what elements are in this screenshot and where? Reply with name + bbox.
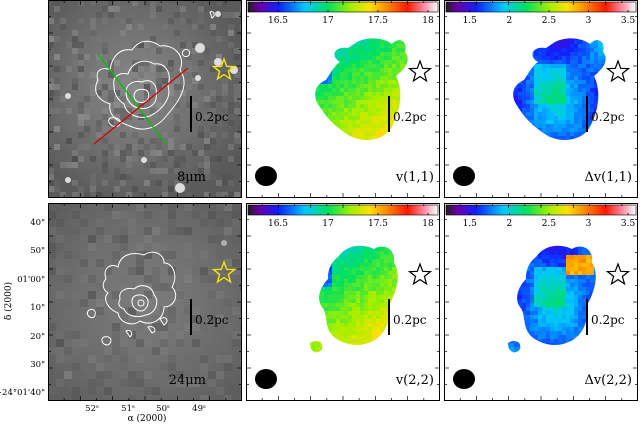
beam-ellipse [255, 369, 277, 389]
colorbar-tick-label: 2.5 [542, 16, 557, 26]
colorbar-tick-label: 2 [506, 219, 512, 229]
colorbar-tick-label: 3.5 [621, 219, 636, 229]
star-marker [407, 59, 433, 83]
y-tick-label: 50" [30, 246, 45, 256]
colorbar-tick-label: 17.5 [368, 16, 388, 26]
colorbar-tick-label: 17.5 [368, 219, 388, 229]
x-axis-label: α (2000) [128, 413, 167, 424]
panel-label: v(2,2) [395, 373, 434, 388]
colorbar-tick-label: 1.5 [463, 219, 478, 229]
colorbar-tick-label: 16.5 [268, 16, 288, 26]
colorbar-tick-label: 18 [422, 16, 434, 26]
scale-bar-label: 0.2pc [393, 313, 427, 327]
intensity-contours [87, 251, 177, 346]
panel-label: Δv(1,1) [584, 170, 632, 185]
panel-label: v(1,1) [395, 170, 434, 185]
x-tick-label: 51ˢ [121, 404, 135, 414]
colorbar-tick-label: 17 [322, 219, 334, 229]
panel-label: 8μm [177, 170, 206, 185]
star-marker [211, 56, 237, 81]
star-marker [211, 259, 237, 284]
colorbar-tick-label: 2.5 [542, 219, 557, 229]
y-tick-label: 01'00" [17, 275, 45, 285]
scale-bar-label: 0.2pc [591, 313, 625, 327]
panel-ir24: 0.2pc 24μm [48, 203, 242, 401]
beam-ellipse [255, 166, 277, 186]
panel-v22: 16.5 17 17.5 18 0.2pc v(2,2) [246, 203, 440, 401]
beam-ellipse [453, 166, 475, 186]
colorbar-tick-label: 2 [506, 16, 512, 26]
y-tick-labels: 40" 50" 01'00" 10" 20" 30" −24°01'40" [0, 218, 45, 398]
y-tick-label: −24°01'40" [0, 388, 45, 398]
y-tick-label: 30" [30, 360, 45, 370]
beam-ellipse [453, 369, 475, 389]
cut-line-red [93, 67, 189, 145]
x-tick-labels: 52ˢ 51ˢ 50ˢ 49ˢ [85, 404, 206, 414]
cut-line-green [97, 53, 167, 145]
colorbar-tick-label: 16.5 [268, 219, 288, 229]
star-marker [605, 262, 631, 286]
panel-label: 24μm [169, 373, 206, 388]
panel-label: Δv(2,2) [584, 373, 632, 388]
colorbar-tick-label: 17 [322, 16, 334, 26]
scale-bar-label: 0.2pc [591, 110, 625, 124]
colorbar-tick-label: 3 [586, 219, 592, 229]
panel-ir8: 0.2pc 8μm [48, 0, 242, 198]
x-tick-label: 52ˢ [85, 404, 99, 414]
y-tick-label: 10" [30, 303, 45, 313]
x-tick-label: 50ˢ [156, 404, 170, 414]
scale-bar-label: 0.2pc [195, 313, 229, 327]
colorbar-tick-label: 3.5 [621, 16, 636, 26]
colorbar: 1.5 2 2.5 3 3.5 [445, 1, 637, 26]
panel-v11: 16.5 17 17.5 18 0.2pc v(1,1) [246, 0, 440, 198]
scale-bar-label: 0.2pc [195, 110, 229, 124]
star-marker [407, 262, 433, 286]
y-tick-label: 40" [30, 218, 45, 228]
x-tick-label: 49ˢ [192, 404, 206, 414]
panel-dv11: 1.5 2 2.5 3 3.5 0.2pc Δv(1,1) [444, 0, 638, 198]
colorbar-tick-label: 18 [422, 219, 434, 229]
colorbar-tick-label: 1.5 [463, 16, 478, 26]
y-tick-label: 20" [30, 332, 45, 342]
y-axis-label: δ (2000) [3, 282, 14, 320]
star-marker [605, 59, 631, 83]
scale-bar-label: 0.2pc [393, 110, 427, 124]
colorbar-tick-label: 3 [586, 16, 592, 26]
panel-dv22: 1.5 2 2.5 3 3.5 0.2pc Δv(2,2) [444, 203, 638, 401]
